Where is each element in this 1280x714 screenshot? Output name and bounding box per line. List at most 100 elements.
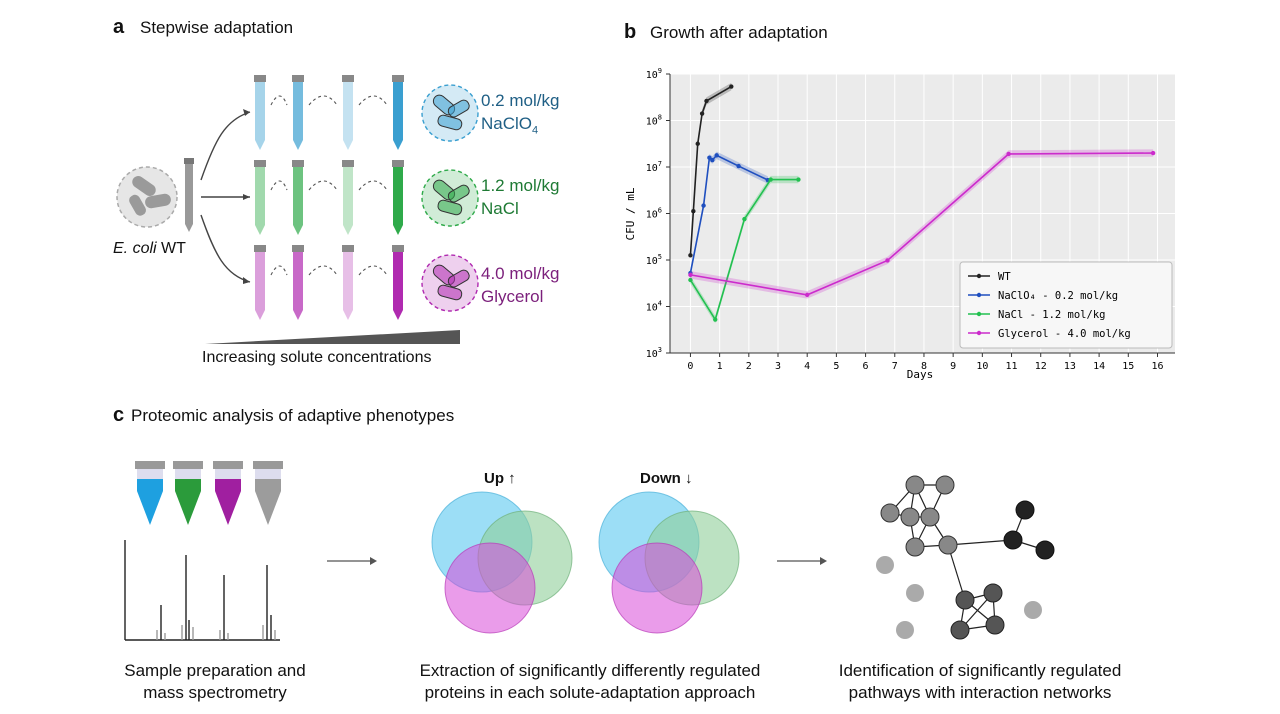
ms-schematic <box>124 461 283 641</box>
y-tick-label: 107 <box>646 160 662 174</box>
data-point <box>768 177 773 182</box>
x-tick-label: 5 <box>833 361 839 372</box>
conc-value: 1.2 mol/kg <box>481 176 560 195</box>
y-tick-label: 106 <box>646 207 662 221</box>
data-point <box>688 272 693 278</box>
x-tick-label: 14 <box>1093 361 1105 372</box>
tube-icon <box>342 245 354 320</box>
confidence-band <box>690 149 1154 299</box>
series-nacl <box>688 175 801 324</box>
x-tick-label: 6 <box>863 361 869 372</box>
row-label-naclo4: 0.2 mol/kg NaClO4 <box>481 89 559 142</box>
network-diagram <box>876 475 1055 640</box>
caption-line: Extraction of significantly differently … <box>419 661 761 680</box>
y-tick-label: 109 <box>646 67 662 81</box>
conc-value: 4.0 mol/kg <box>481 264 560 283</box>
data-point <box>714 153 719 158</box>
legend: WT NaClO₄ - 0.2 mol/kg NaCl - 1.2 mol/kg Gl… <box>959 261 1173 349</box>
growth-chart: 0 1 2 3 4 5 6 7 8 9 10 11 12 13 14 15 161031041051061071… <box>624 67 1175 381</box>
legend-item: WT <box>968 271 1011 283</box>
panel-c-letter: c <box>113 404 125 426</box>
adapted-cell-icon <box>421 169 479 227</box>
tube-icon <box>292 75 304 150</box>
adaptation-schematic <box>116 75 479 344</box>
x-tick-label: 1 <box>717 361 723 372</box>
legend-item: NaCl - 1.2 mol/kg <box>968 309 1105 321</box>
adapted-cell-icon <box>421 254 479 312</box>
tube-icon <box>342 75 354 150</box>
legend-item: Glycerol - 4.0 mol/kg <box>968 328 1131 340</box>
venn-up <box>431 491 573 634</box>
x-tick-label: 13 <box>1064 361 1076 372</box>
y-tick-label: 105 <box>646 253 662 267</box>
x-tick-label: 15 <box>1122 361 1134 372</box>
data-point <box>1150 150 1156 156</box>
tube-icon <box>392 245 404 320</box>
series-wt <box>688 82 734 260</box>
x-tick-label: 7 <box>892 361 898 372</box>
x-tick-label: 3 <box>775 361 781 372</box>
arrow-icon-1 <box>327 557 377 565</box>
tube-icon <box>254 245 266 320</box>
caption-line: Sample preparation and <box>124 661 306 680</box>
y-tick-label: 108 <box>646 114 662 128</box>
wt-label: E. coli WT <box>113 240 186 258</box>
data-point <box>713 317 718 322</box>
down-label: Down ↓ <box>640 470 693 487</box>
legend-label: Glycerol - 4.0 mol/kg <box>998 328 1131 340</box>
up-text: Up <box>484 470 504 487</box>
mass-spectrum-icon <box>124 540 280 641</box>
x-tick-label: 2 <box>746 361 752 372</box>
y-axis-label: CFU / mL <box>624 187 637 240</box>
wt-cell-icon <box>116 166 178 228</box>
panel-a-title: Stepwise adaptation <box>140 18 294 37</box>
tube-row <box>254 75 479 150</box>
data-point <box>695 141 700 146</box>
x-tick-label: 0 <box>687 361 693 372</box>
tube-icon <box>392 75 404 150</box>
solute-name: NaCl <box>481 199 519 218</box>
series-line <box>689 85 732 256</box>
tube-icon <box>254 75 266 150</box>
x-tick-label: 4 <box>804 361 810 372</box>
caption-ms: Sample preparation and mass spectrometry <box>100 660 330 704</box>
data-point <box>699 111 705 116</box>
data-point <box>710 157 715 163</box>
caption-venn: Extraction of significantly differently … <box>380 660 800 704</box>
tube-row <box>254 160 479 235</box>
up-label: Up ↑ <box>484 470 516 487</box>
x-tick-label: 8 <box>921 361 927 372</box>
y-tick-label: 103 <box>646 346 662 360</box>
x-axis-label: Days <box>907 368 934 381</box>
data-point <box>736 163 741 169</box>
caption-line: pathways with interaction networks <box>848 683 1112 702</box>
caption-network: Identification of significantly regulate… <box>800 660 1160 704</box>
x-tick-label: 10 <box>976 361 988 372</box>
x-tick-label: 16 <box>1151 361 1163 372</box>
data-point <box>1006 151 1011 157</box>
solute-name: NaClO <box>481 114 533 133</box>
adapted-cell-icon <box>421 84 479 142</box>
row-label-glycerol: 4.0 mol/kg Glycerol <box>481 262 559 308</box>
legend-label: NaCl - 1.2 mol/kg <box>998 309 1105 321</box>
y-tick-label: 104 <box>646 300 662 314</box>
tube-icon <box>254 160 266 235</box>
tube-icon <box>392 160 404 235</box>
venn-diagrams <box>431 491 740 634</box>
legend-item: NaClO₄ - 0.2 mol/kg <box>968 290 1118 302</box>
panel-c-title: Proteomic analysis of adaptive phenotype… <box>131 406 455 425</box>
conc-value: 0.2 mol/kg <box>481 91 560 110</box>
wt-label-species: E. coli <box>113 240 157 257</box>
tube-icon <box>292 245 304 320</box>
arrow-icon-2 <box>777 557 827 565</box>
gradient-label: Increasing solute concentrations <box>202 349 432 366</box>
solute-name: Glycerol <box>481 287 544 306</box>
panel-b-title: Growth after adaptation <box>650 23 828 42</box>
caption-line: Identification of significantly regulate… <box>838 661 1122 680</box>
panel-b-letter: b <box>624 21 637 43</box>
data-point <box>796 177 801 182</box>
data-point <box>688 277 693 283</box>
data-point <box>691 208 696 214</box>
branch-arrows <box>200 111 251 283</box>
wt-tube-icon <box>184 158 194 232</box>
